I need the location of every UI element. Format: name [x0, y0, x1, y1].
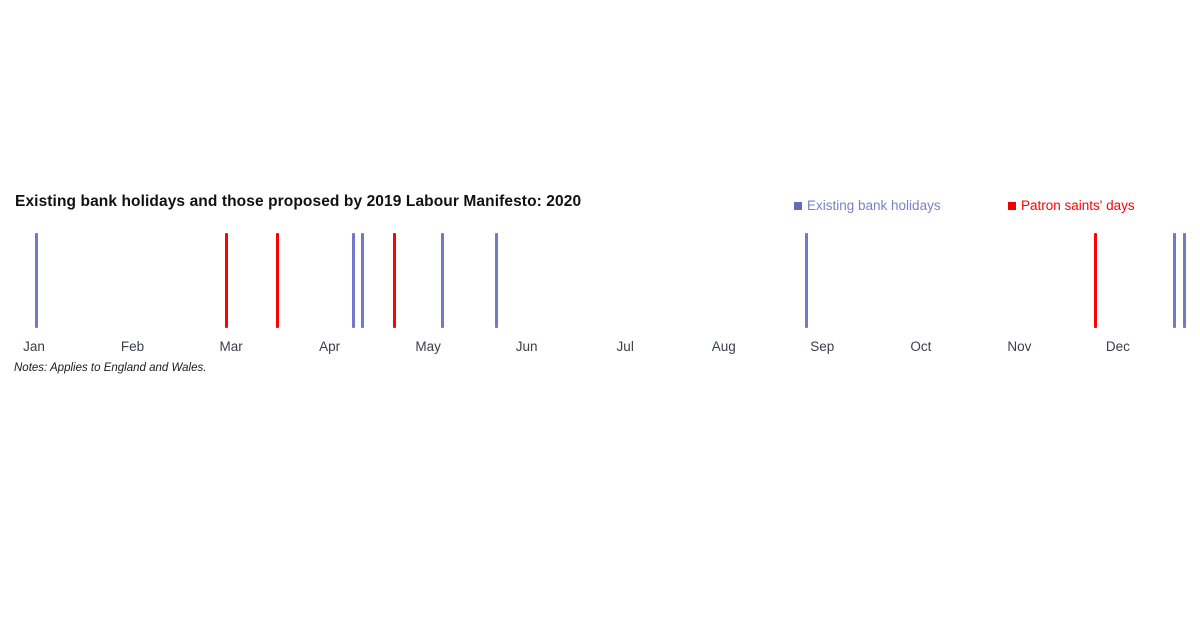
month-tick-label-apr: Apr: [319, 339, 341, 354]
event-line-2020-01-01: [34, 233, 38, 328]
month-tick-label-mar: Mar: [219, 339, 243, 354]
legend-label: Existing bank holidays: [807, 198, 941, 213]
chart-title: Existing bank holidays and those propose…: [15, 193, 582, 210]
event-line-2020-05-25: [494, 233, 498, 328]
event-line-2020-04-10: [351, 233, 355, 328]
event-line-2020-04-23: [393, 233, 397, 328]
legend-item-patron-saints-days: Patron saints' days: [1008, 198, 1135, 214]
month-tick-label-may: May: [415, 339, 441, 354]
legend-swatch-icon: [794, 202, 802, 210]
event-line-2020-08-31: [805, 233, 809, 328]
legend-label: Patron saints' days: [1021, 198, 1135, 213]
month-tick-label-jan: Jan: [23, 339, 45, 354]
month-tick-label-jun: Jun: [515, 339, 538, 354]
month-tick-label-feb: Feb: [120, 339, 145, 354]
notes-text: Notes: Applies to England and Wales.: [14, 362, 207, 374]
month-tick-label-oct: Oct: [910, 339, 932, 354]
event-line-2020-11-30: [1093, 233, 1097, 328]
event-line-2020-04-13: [361, 233, 365, 328]
month-tick-label-jul: Jul: [616, 339, 634, 354]
month-tick-label-aug: Aug: [711, 339, 736, 354]
legend-swatch-icon: [1008, 202, 1016, 210]
event-line-2020-05-08: [440, 233, 444, 328]
event-line-2020-03-17: [275, 233, 279, 328]
event-line-2020-12-25: [1173, 233, 1177, 328]
month-tick-label-sep: Sep: [810, 339, 835, 354]
event-line-2020-03-01: [225, 233, 228, 328]
event-line-2020-12-28: [1182, 233, 1186, 328]
legend-item-existing-bank-holidays: Existing bank holidays: [794, 198, 941, 214]
month-tick-label-dec: Dec: [1105, 339, 1130, 354]
month-tick-label-nov: Nov: [1007, 339, 1032, 354]
